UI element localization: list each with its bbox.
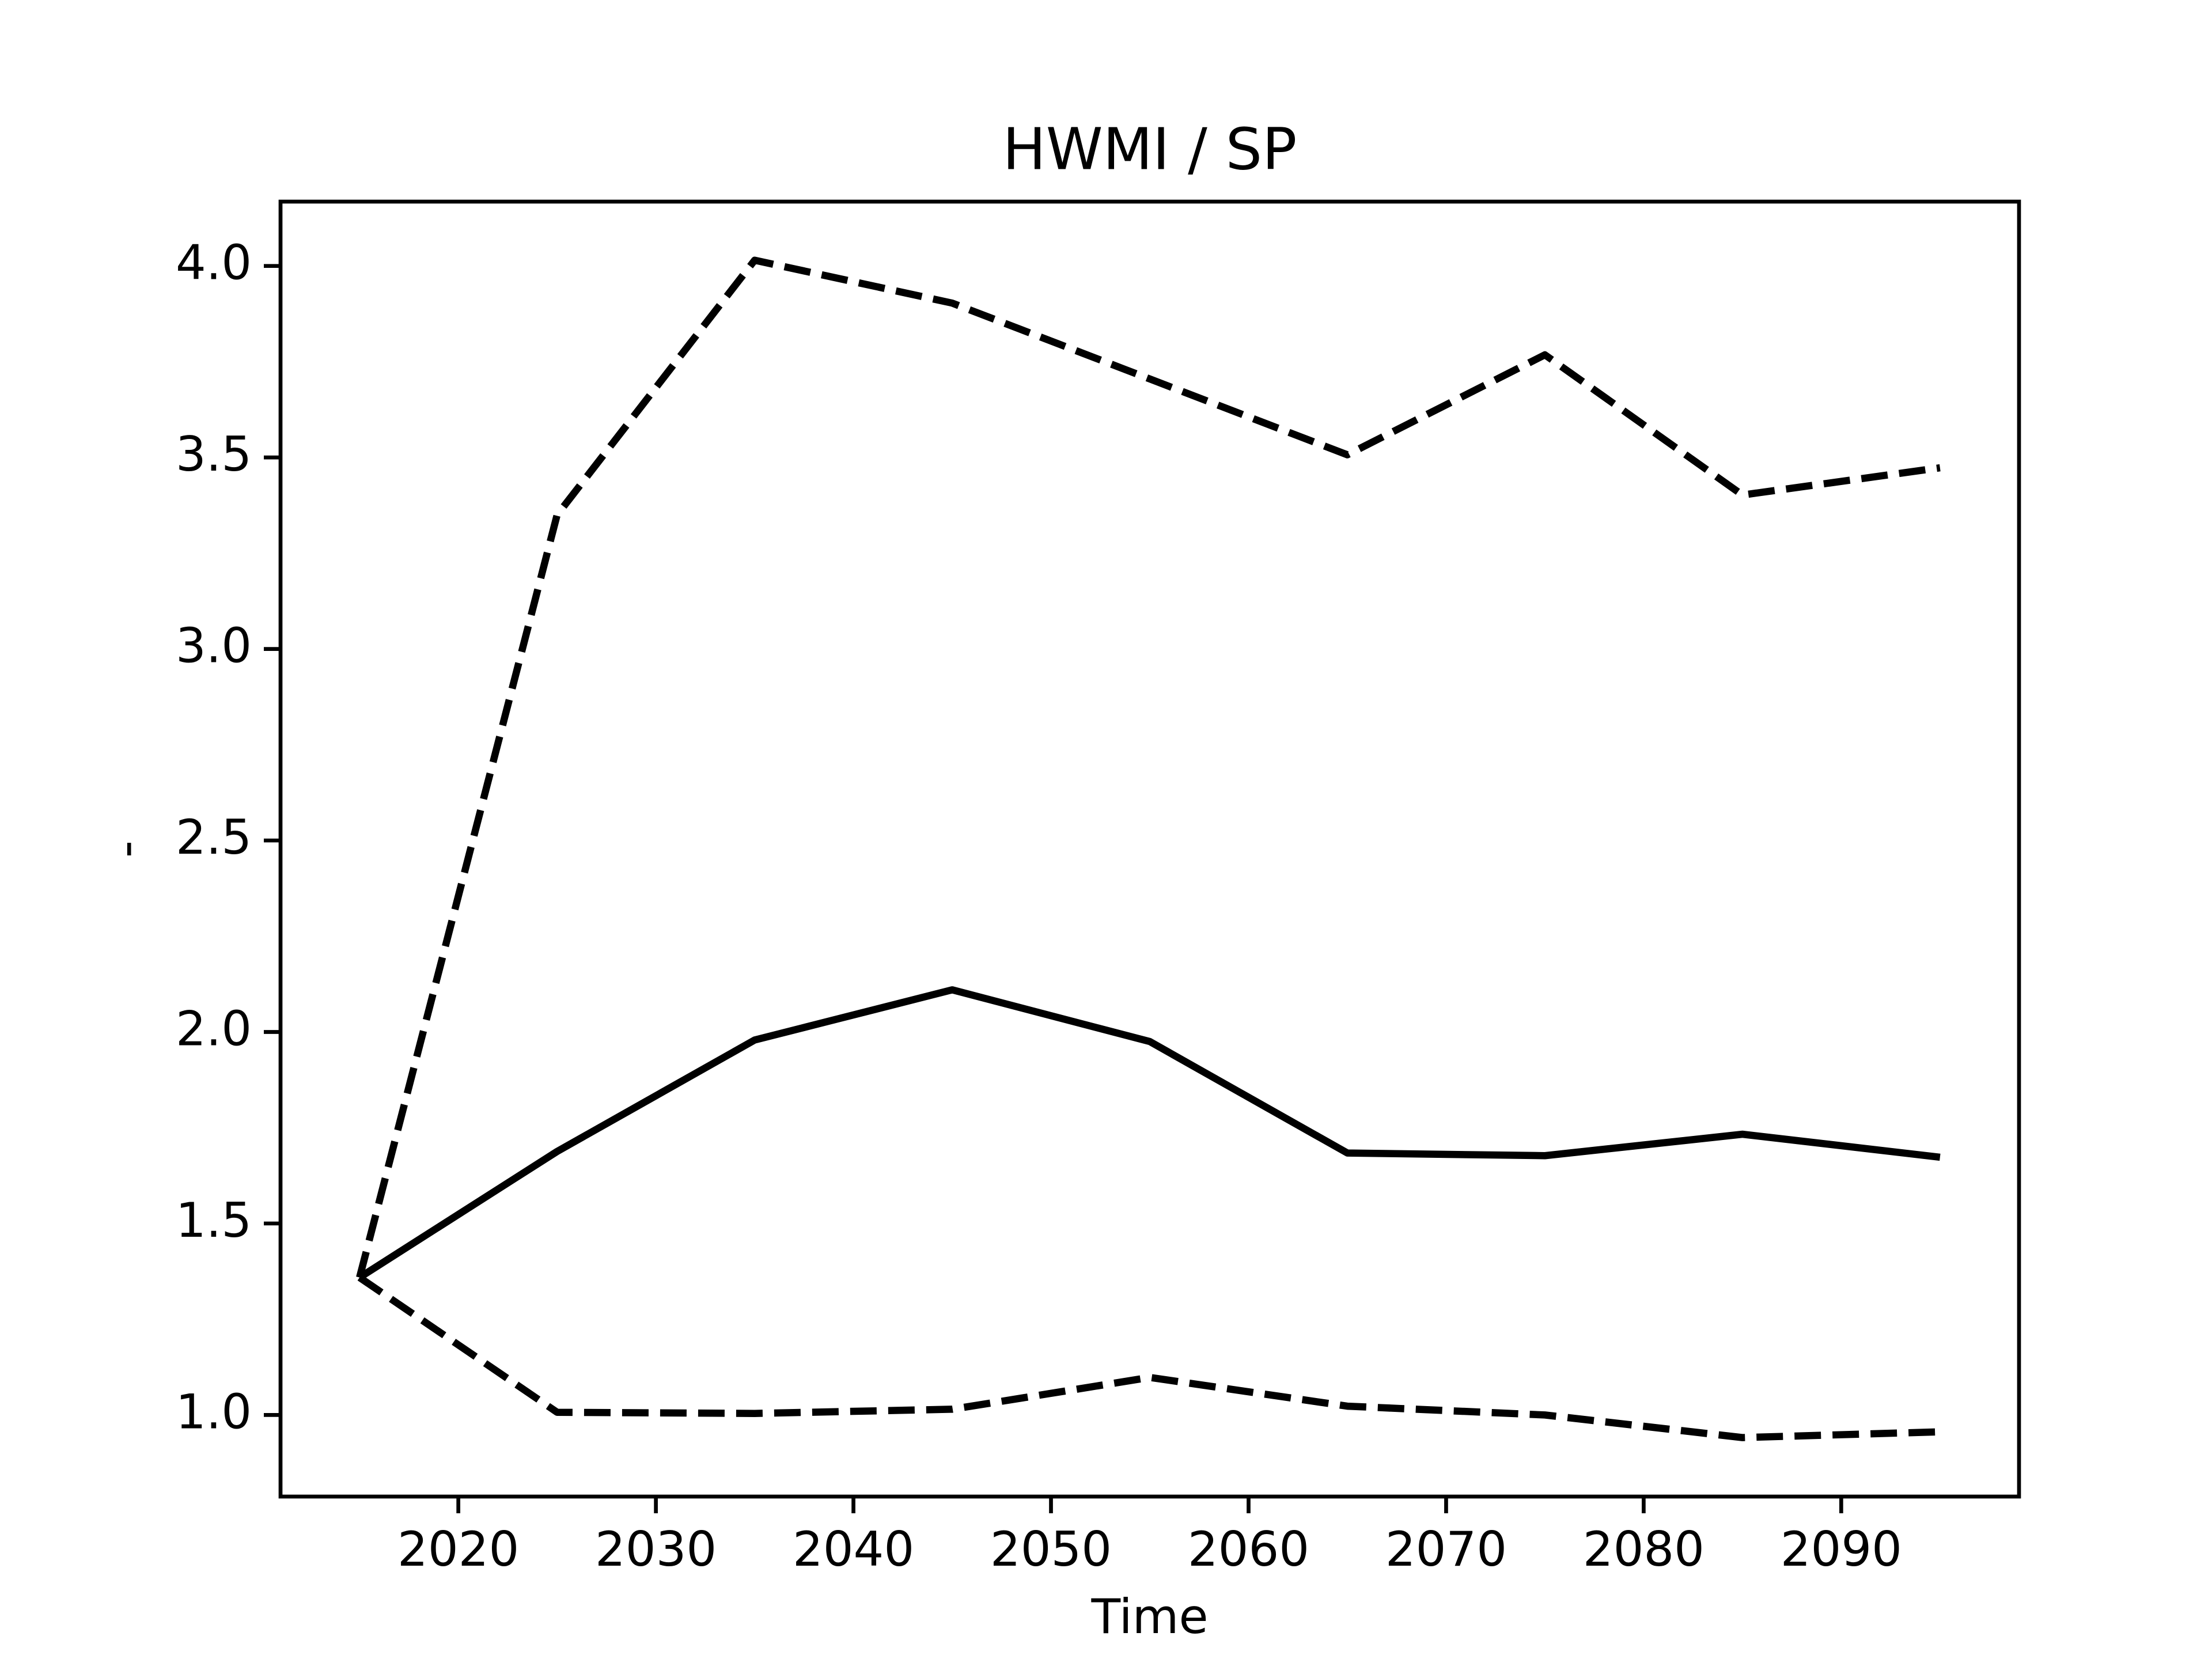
x-tick-label: 2030: [595, 1521, 717, 1577]
data-line: [356, 256, 1941, 1279]
y-tick-label: 4.0: [176, 235, 252, 291]
y-tick-label: 1.5: [176, 1192, 252, 1248]
y-tick-label: 3.0: [176, 618, 252, 674]
x-tick-label: 2060: [1188, 1521, 1309, 1577]
plot-frame: [278, 199, 2021, 1499]
x-tick-label: 2070: [1385, 1521, 1507, 1577]
x-tick-label: 2050: [990, 1521, 1112, 1577]
x-tick-label: 2080: [1583, 1521, 1705, 1577]
y-tick-label: 2.0: [176, 1001, 252, 1056]
y-tick-label: 3.5: [176, 426, 252, 482]
y-tick-label: 2.5: [176, 809, 252, 865]
x-axis-label: Time: [1090, 1589, 1208, 1645]
x-tick-label: 2090: [1781, 1521, 1902, 1577]
chart-title: HWMI / SP: [1003, 115, 1297, 183]
data-line: [357, 1274, 1941, 1441]
x-tick-label: 2040: [793, 1521, 914, 1577]
data-line: [357, 986, 1941, 1281]
y-tick-label: 1.0: [176, 1384, 252, 1440]
x-tick-label: 2020: [397, 1521, 519, 1577]
y-axis-label: -: [98, 840, 154, 858]
